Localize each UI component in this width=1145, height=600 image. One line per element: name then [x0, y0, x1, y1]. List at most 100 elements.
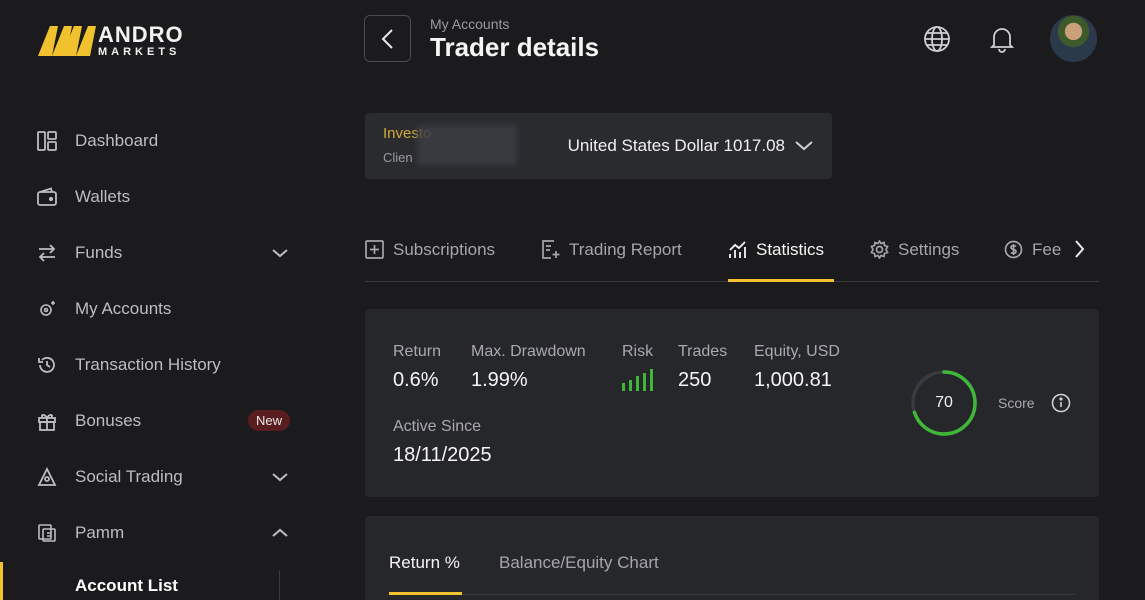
sidebar-item-transaction-history[interactable]: Transaction History — [36, 345, 296, 385]
plus-square-icon — [365, 240, 384, 259]
brand-logo[interactable]: ANDRO MARKETS — [38, 24, 184, 58]
tab-label: Statistics — [756, 239, 825, 259]
sidebar-item-label: Wallets — [75, 187, 131, 206]
tab-bar: Subscriptions Trading Report Statistics … — [365, 232, 1099, 282]
notifications-button[interactable] — [987, 24, 1017, 54]
wallet-icon — [36, 186, 58, 208]
account-balance: United States Dollar 1017.08 — [567, 136, 785, 155]
score-value: 70 — [935, 394, 953, 411]
tab-fee[interactable]: Fee — [1004, 232, 1061, 281]
active-chart-tab-indicator — [389, 592, 462, 595]
sidebar-item-bonuses[interactable]: Bonuses New — [36, 401, 296, 441]
sidebar-item-label: Transaction History — [75, 355, 221, 374]
stat-max-drawdown: Max. Drawdown 1.99% — [471, 343, 586, 392]
dashboard-icon — [36, 130, 58, 152]
score-label: Score — [998, 395, 1035, 411]
active-tab-indicator — [728, 279, 834, 282]
sidebar-item-wallets[interactable]: Wallets — [36, 177, 296, 217]
chart-tabs-divider — [389, 594, 1075, 595]
brand-line1: ANDRO — [98, 22, 184, 47]
risk-bar — [636, 376, 639, 391]
chevron-up-icon[interactable] — [270, 523, 290, 548]
report-icon — [541, 240, 560, 259]
sidebar-subitem-account-list[interactable]: Account List — [75, 576, 178, 595]
tab-balance-equity-chart[interactable]: Balance/Equity Chart — [499, 553, 659, 572]
sidebar-item-label: My Accounts — [75, 299, 172, 318]
sidebar: ANDRO MARKETS Dashboard Wallets Funds — [0, 0, 330, 600]
tab-trading-report[interactable]: Trading Report — [541, 232, 682, 281]
stat-label: Active Since — [393, 418, 482, 435]
sidebar-item-social-trading[interactable]: Social Trading — [36, 457, 296, 497]
tab-return-percent[interactable]: Return % — [389, 553, 460, 572]
stat-trades: Trades 250 — [678, 343, 727, 392]
submenu-divider — [279, 570, 280, 600]
social-trading-icon — [36, 466, 58, 488]
risk-bar — [643, 372, 646, 391]
stat-active-since: Active Since 18/11/2025 — [393, 418, 492, 467]
stat-label: Return — [393, 343, 442, 360]
logo-mark-icon — [38, 26, 96, 56]
sidebar-item-label: Dashboard — [75, 131, 159, 150]
sidebar-item-label: Pamm — [75, 523, 125, 542]
chart-card: Return % Balance/Equity Chart — [365, 516, 1099, 600]
stat-value: 0.6% — [393, 369, 439, 391]
pamm-icon — [36, 522, 58, 544]
accounts-icon — [36, 298, 58, 320]
risk-bar — [622, 383, 625, 391]
risk-bar — [650, 369, 653, 391]
stat-risk: Risk — [622, 343, 653, 391]
transfer-icon — [36, 242, 58, 264]
gift-icon — [36, 410, 58, 432]
stat-label: Trades — [678, 343, 728, 360]
sidebar-item-pamm[interactable]: Pamm — [36, 513, 296, 553]
avatar[interactable] — [1050, 15, 1097, 62]
sidebar-item-my-accounts[interactable]: My Accounts — [36, 289, 296, 329]
sidebar-item-label: Bonuses — [75, 411, 142, 430]
stat-label: Max. Drawdown — [471, 343, 586, 360]
stat-return: Return 0.6% — [393, 343, 441, 392]
tab-label: Settings — [898, 239, 960, 259]
tab-label: Trading Report — [569, 239, 682, 259]
active-indicator — [0, 562, 3, 600]
chevron-left-icon — [381, 28, 393, 49]
tab-statistics[interactable]: Statistics — [728, 232, 824, 281]
tab-label: Subscriptions — [393, 239, 496, 259]
tab-settings[interactable]: Settings — [870, 232, 959, 281]
sidebar-item-funds[interactable]: Funds — [36, 233, 296, 273]
history-icon — [36, 354, 58, 376]
chevron-right-icon — [1075, 240, 1085, 258]
sidebar-item-label: Funds — [75, 243, 123, 262]
page-title: Trader details — [430, 32, 600, 62]
tab-subscriptions[interactable]: Subscriptions — [365, 232, 495, 281]
dollar-circle-icon — [1004, 240, 1023, 259]
globe-icon — [924, 26, 950, 52]
sidebar-item-label: Social Trading — [75, 467, 183, 486]
brand-line2: MARKETS — [98, 46, 181, 58]
breadcrumb[interactable]: My Accounts — [430, 16, 510, 32]
sidebar-item-dashboard[interactable]: Dashboard — [36, 121, 296, 161]
bell-icon — [989, 28, 1015, 53]
risk-level-bars — [622, 369, 653, 391]
tab-label: Fee — [1032, 239, 1062, 259]
stat-equity: Equity, USD 1,000.81 — [754, 343, 840, 392]
account-selector[interactable]: Investo Clien United States Dollar 1017.… — [365, 113, 832, 179]
chart-icon — [728, 240, 747, 259]
risk-bar — [629, 379, 632, 391]
chevron-down-icon[interactable] — [270, 467, 290, 492]
stat-value: 1,000.81 — [754, 369, 832, 391]
language-button[interactable] — [922, 24, 952, 54]
back-button[interactable] — [364, 15, 411, 62]
stat-label: Risk — [622, 343, 654, 360]
client-label: Clien — [383, 150, 413, 165]
chevron-down-icon[interactable] — [270, 243, 290, 268]
stat-label: Equity, USD — [754, 343, 840, 360]
redacted-block — [417, 125, 517, 165]
info-icon[interactable] — [1051, 393, 1071, 418]
chevron-down-icon — [794, 138, 814, 159]
gear-icon — [870, 240, 889, 259]
stat-value: 250 — [678, 369, 712, 391]
tabs-scroll-right-button[interactable] — [1070, 238, 1088, 265]
new-badge: New — [247, 410, 290, 431]
stat-value: 18/11/2025 — [393, 444, 492, 466]
